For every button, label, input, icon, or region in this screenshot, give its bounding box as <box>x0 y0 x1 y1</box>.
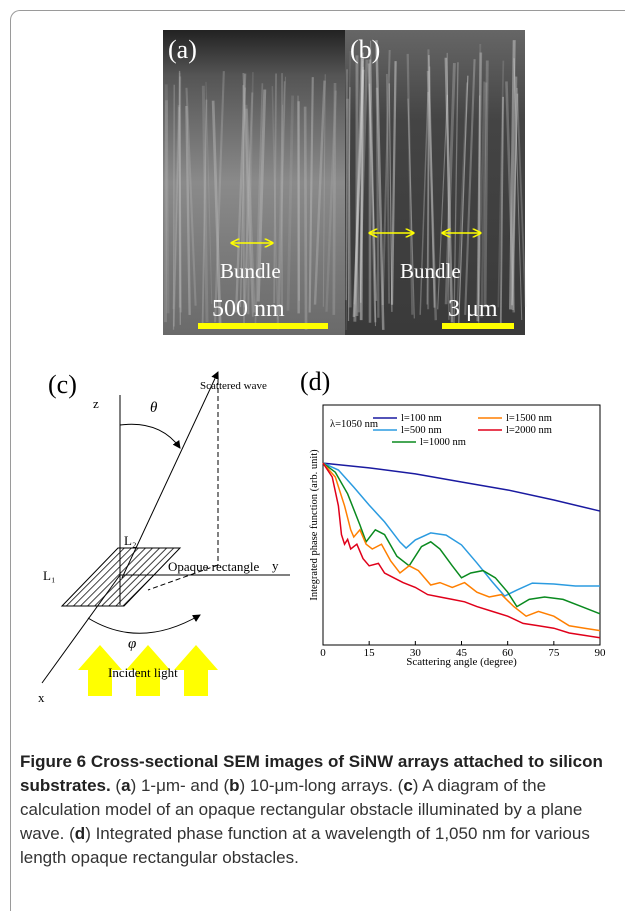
legend-label: l=1500 nm <box>506 413 552 424</box>
figure: (a) (b) Bundle Bundle 500 nm 3 μm (c) z … <box>0 0 625 745</box>
angle-label: φ <box>128 636 136 652</box>
annotation: λ=1050 nm <box>330 419 378 430</box>
caption-text: ) Integrated phase function at a wavelen… <box>20 824 590 867</box>
nanowire <box>174 85 175 330</box>
caption-text: c <box>403 776 412 795</box>
light-arrow <box>174 645 218 696</box>
legend-label: l=100 nm <box>401 413 442 424</box>
series-line <box>323 463 600 596</box>
caption-text: a <box>121 776 130 795</box>
caption-text: d <box>75 824 85 843</box>
x-tick-label: 75 <box>548 647 560 659</box>
caption-text: b <box>229 776 239 795</box>
angle-label: θ <box>150 400 158 416</box>
axis-label: y <box>272 558 279 573</box>
series-line <box>323 463 600 631</box>
x-tick-label: 90 <box>595 647 607 659</box>
x-tick-label: 60 <box>502 647 514 659</box>
x-tick-label: 45 <box>456 647 468 659</box>
scale-label: 3 μm <box>448 296 498 322</box>
nanowire <box>377 88 378 318</box>
annotation: Bundle <box>400 259 461 283</box>
scale-bar <box>198 323 328 329</box>
series-line <box>323 463 600 638</box>
x-tick-label: 0 <box>320 647 326 659</box>
nanowire <box>305 107 306 330</box>
nanowire <box>243 85 244 327</box>
panel-label: (b) <box>350 35 380 64</box>
legend-label: l=2000 nm <box>506 425 552 436</box>
nanowire <box>166 100 167 322</box>
legend-label: l=500 nm <box>401 425 442 436</box>
y-axis-label: Integrated phase function (arb. unit) <box>309 449 320 601</box>
label: Incident light <box>108 665 178 680</box>
caption-text: ) 10-μm-long arrays. ( <box>240 776 404 795</box>
page: (a) (b) Bundle Bundle 500 nm 3 μm (c) z … <box>0 0 625 885</box>
annotation: Bundle <box>220 259 281 283</box>
theta-arc <box>120 424 180 448</box>
legend-label: l=1000 nm <box>420 437 466 448</box>
x-tick-label: 30 <box>410 647 422 659</box>
rectangle <box>62 548 180 606</box>
chart: (d) Integrated phase function (arb. unit)… <box>300 367 606 668</box>
series-line <box>323 463 600 614</box>
phi-arc <box>88 615 200 633</box>
caption-text: ( <box>111 776 121 795</box>
scale-bar <box>442 323 514 329</box>
label: Scattered wave <box>200 380 267 392</box>
axis-label: x <box>38 690 45 705</box>
chart-title: (d) <box>300 367 330 396</box>
caption: Figure 6 Cross-sectional SEM images of S… <box>20 750 620 870</box>
label: L₂ <box>124 533 136 548</box>
label: Opaque rectangle <box>168 559 260 574</box>
axis-label: z <box>93 396 99 411</box>
panel-label: (c) <box>48 370 77 399</box>
scale-label: 500 nm <box>212 296 285 322</box>
x-tick-label: 15 <box>364 647 376 659</box>
caption-text: ) 1-μm- and ( <box>131 776 230 795</box>
panel-label: (a) <box>168 35 197 64</box>
label: L₁ <box>43 568 55 583</box>
diagram: (c) z θ Scattered wave L₂ Opaque rectang… <box>38 370 290 705</box>
series-line <box>323 463 600 511</box>
